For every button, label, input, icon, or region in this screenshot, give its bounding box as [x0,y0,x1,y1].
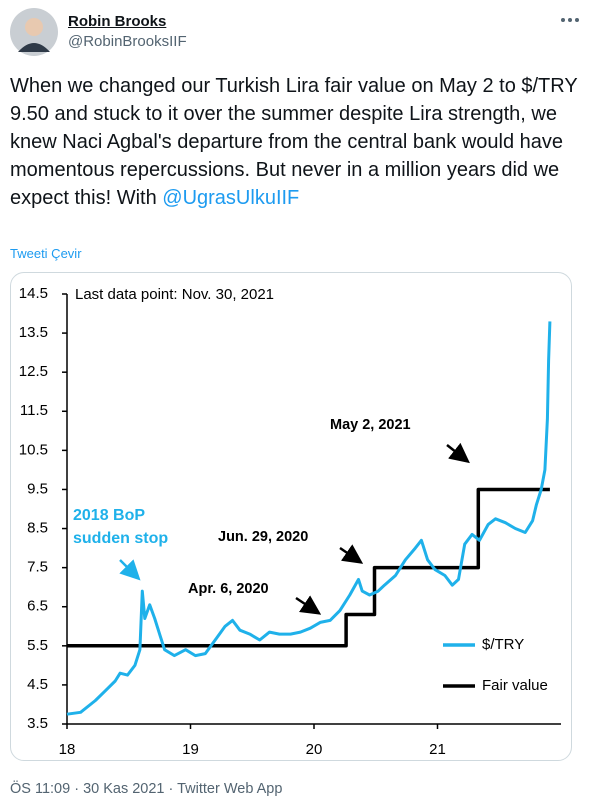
tweet-footer: ÖS 11:09 · 30 Kas 2021 · Twitter Web App [10,781,283,797]
chart-card[interactable] [10,272,572,761]
more-menu[interactable] [560,16,580,24]
tweet-body: When we changed our Turkish Lira fair va… [10,75,578,209]
translate-link[interactable]: Tweeti Çevir [10,246,82,261]
author-handle[interactable]: @RobinBrooksIIF [68,33,187,50]
avatar[interactable] [10,8,58,56]
author-name[interactable]: Robin Brooks [68,13,167,30]
tweet-text: When we changed our Turkish Lira fair va… [10,72,590,212]
mention[interactable]: @UgrasUlkuIIF [162,187,300,209]
